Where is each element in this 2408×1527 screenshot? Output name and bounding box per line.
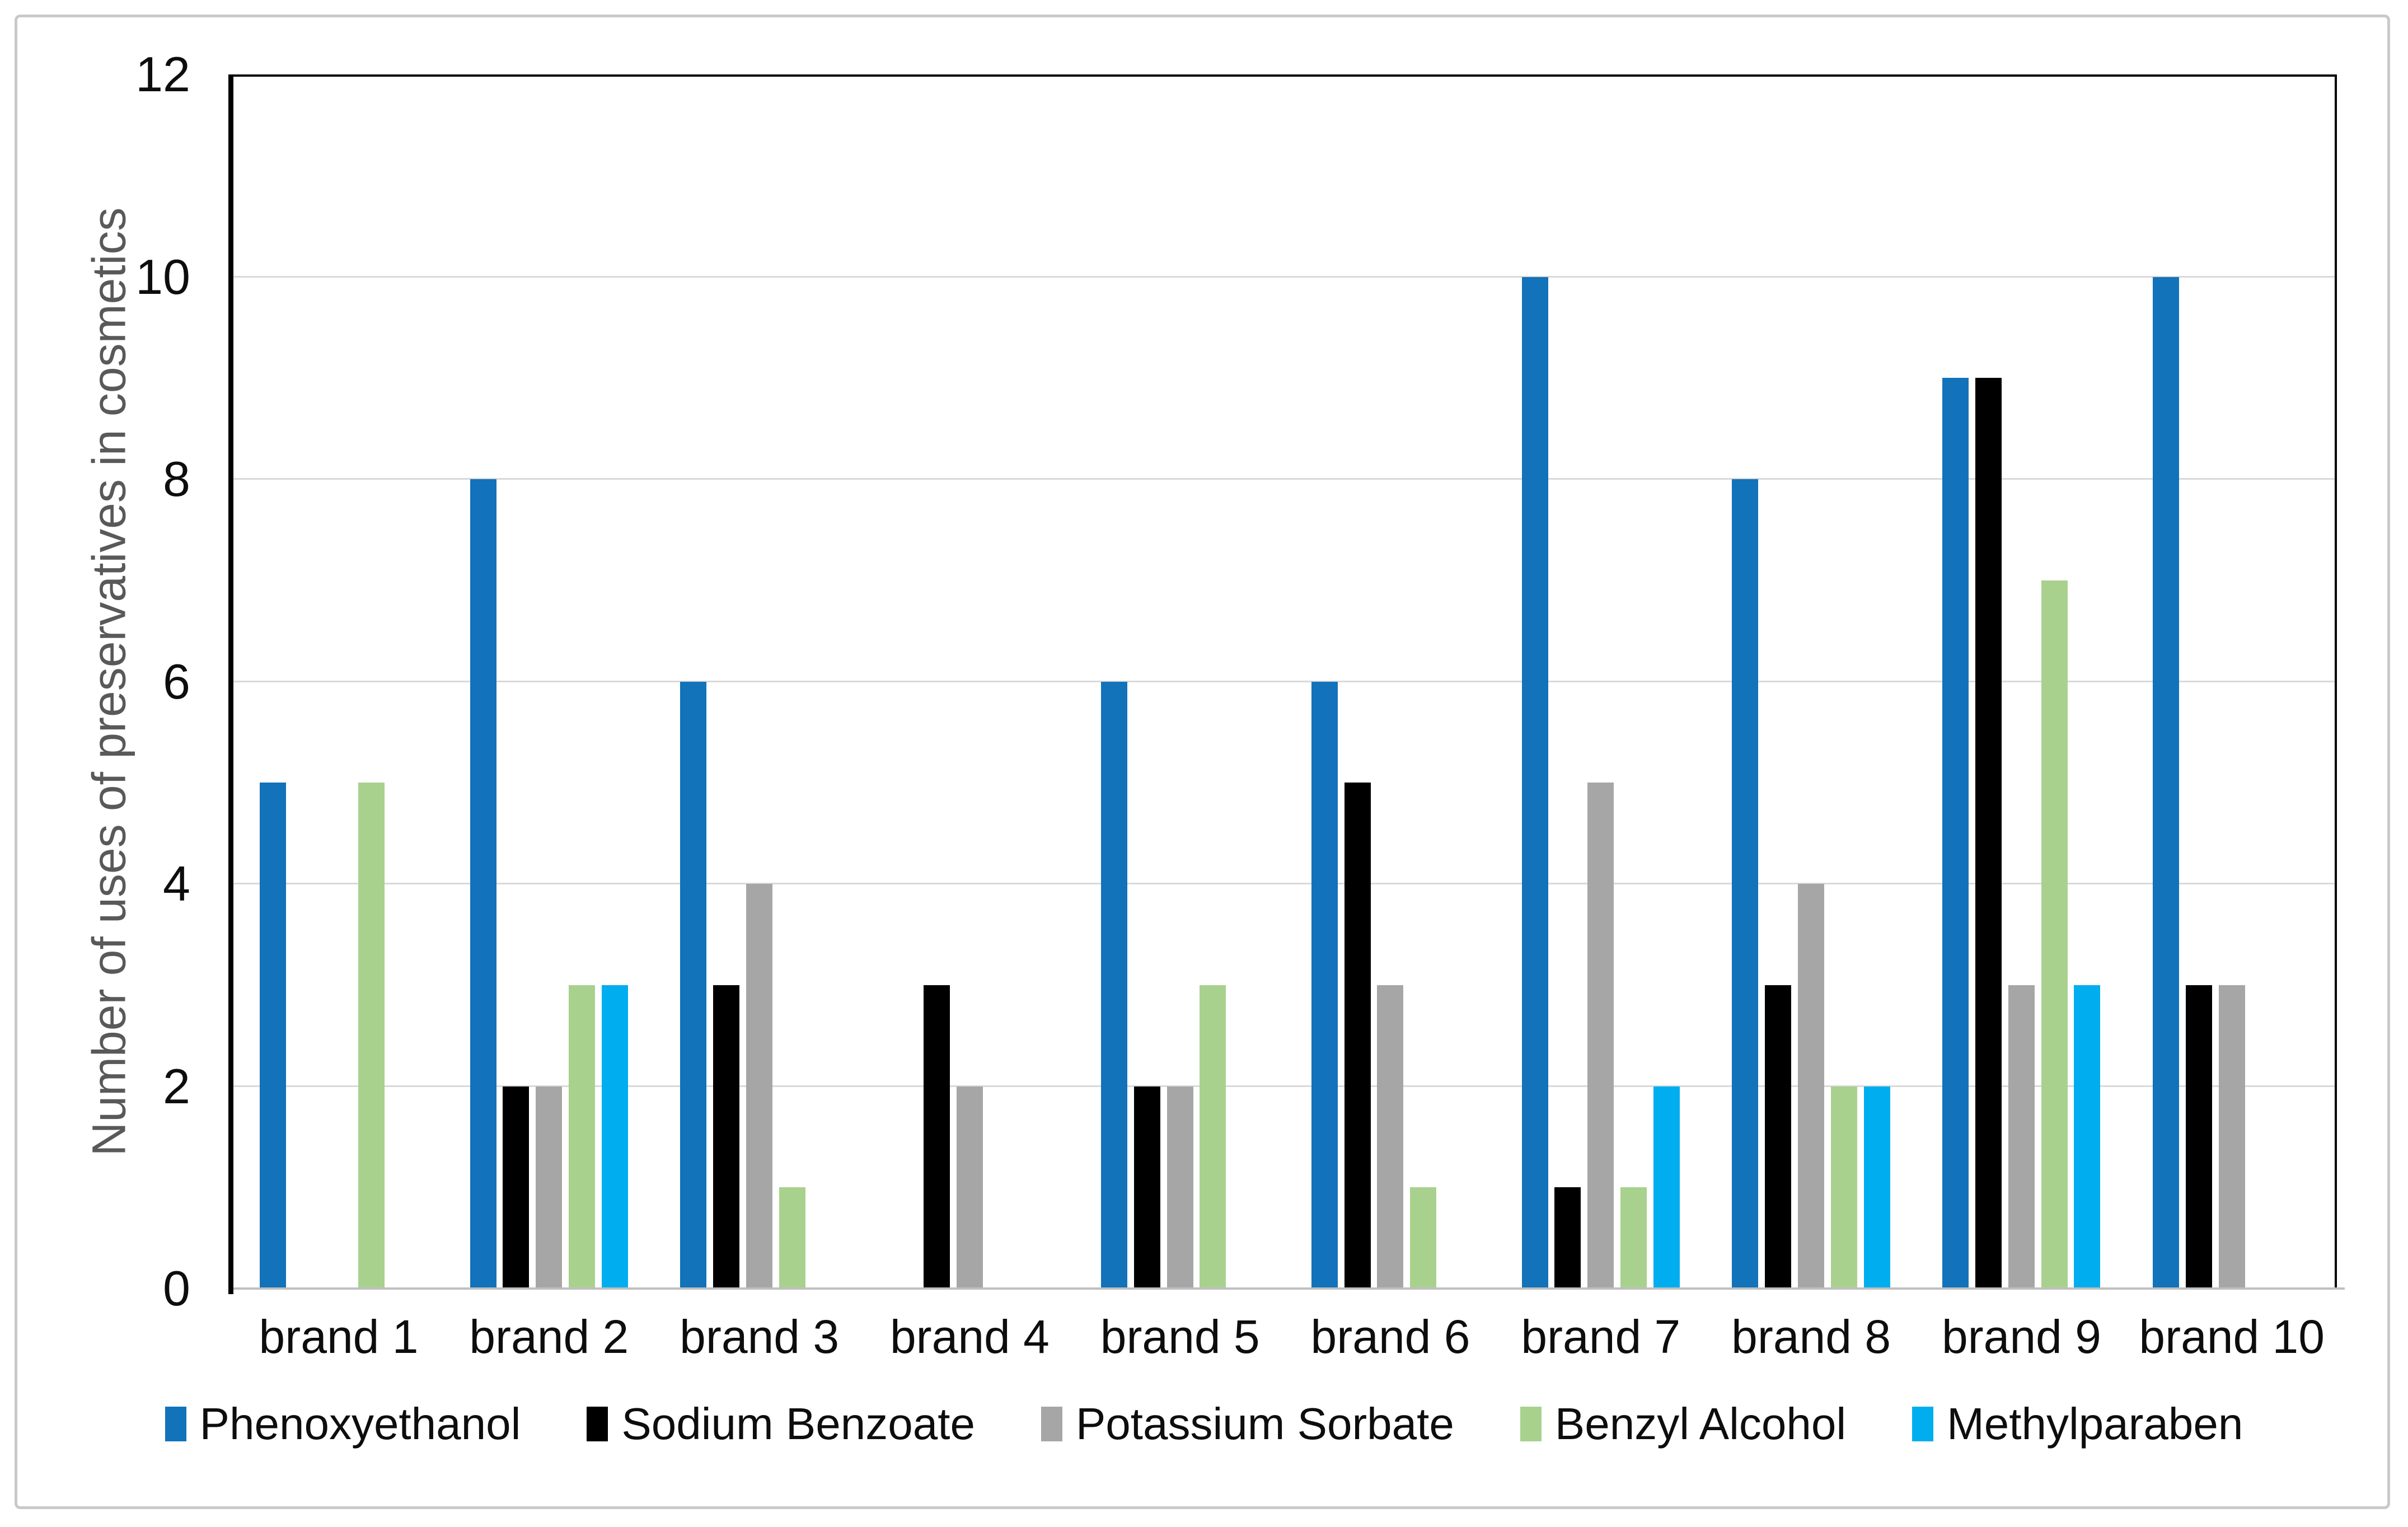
bar <box>259 783 286 1287</box>
plot-border-top <box>233 74 2337 77</box>
y-tick-label: 0 <box>163 1261 190 1316</box>
bar <box>1377 985 1404 1287</box>
bar <box>1653 1086 1680 1287</box>
bar <box>1101 681 1127 1287</box>
bar <box>1200 985 1226 1287</box>
legend-item: Methylparaben <box>1912 1398 2243 1450</box>
legend-item: Benzyl Alcohol <box>1520 1398 1846 1450</box>
legend: Phenoxyethanol Sodium Benzoate Potassium S… <box>0 1398 2408 1450</box>
bar <box>1620 1187 1647 1287</box>
y-gridline <box>233 883 2337 884</box>
bar <box>470 479 496 1287</box>
x-tick-label: brand 2 <box>469 1310 629 1363</box>
bar <box>1732 479 1759 1287</box>
x-tick-label: brand 6 <box>1310 1310 1470 1363</box>
y-axis-line <box>228 74 233 1294</box>
plot-area <box>228 74 2345 1294</box>
x-tick-label: brand 4 <box>889 1310 1050 1363</box>
bar <box>503 1086 530 1287</box>
bar <box>1798 884 1824 1287</box>
plot-border-right <box>2335 74 2337 1289</box>
bar <box>1133 1086 1160 1287</box>
x-tick-label: brand 8 <box>1731 1310 1891 1363</box>
legend-item: Phenoxyethanol <box>165 1398 521 1450</box>
legend-label: Potassium Sorbate <box>1075 1399 1454 1449</box>
legend-item: Potassium Sorbate <box>1041 1398 1454 1450</box>
x-tick-label: brand 5 <box>1100 1310 1260 1363</box>
bar <box>2153 277 2179 1287</box>
y-gridline <box>233 478 2337 480</box>
bar <box>956 1086 983 1287</box>
x-tick-label: brand 3 <box>680 1310 840 1363</box>
x-tick-label: brand 9 <box>1941 1310 2101 1363</box>
y-gridline <box>233 680 2337 682</box>
bar <box>1830 1086 1857 1287</box>
bar <box>713 985 740 1287</box>
bar <box>924 985 950 1287</box>
bar <box>2041 580 2068 1287</box>
x-tick-label: brand 1 <box>259 1310 419 1363</box>
bar <box>2185 985 2212 1287</box>
bar <box>569 985 595 1287</box>
legend-label: Phenoxyethanol <box>199 1399 521 1449</box>
bar <box>1521 277 1548 1287</box>
bar <box>1166 1086 1193 1287</box>
legend-marker <box>587 1407 608 1441</box>
y-tick-label: 2 <box>163 1058 190 1114</box>
bar <box>680 681 707 1287</box>
bar <box>1410 1187 1437 1287</box>
legend-item: Sodium Benzoate <box>587 1398 975 1450</box>
legend-marker <box>165 1407 186 1441</box>
bar <box>601 985 628 1287</box>
y-tick-label: 6 <box>163 653 190 709</box>
bar <box>1863 1086 1890 1287</box>
legend-marker <box>1520 1407 1542 1441</box>
bar <box>2218 985 2245 1287</box>
bar <box>1311 681 1338 1287</box>
bar <box>1975 378 2002 1287</box>
y-gridline <box>233 1085 2337 1087</box>
bar <box>2008 985 2035 1287</box>
bar <box>779 1187 805 1287</box>
y-tick-label: 4 <box>163 856 190 911</box>
legend-marker <box>1912 1407 1934 1441</box>
x-axis-line <box>233 1287 2345 1290</box>
y-gridline <box>233 275 2337 278</box>
bar <box>1942 378 1969 1287</box>
bar <box>358 783 385 1287</box>
legend-marker <box>1041 1407 1062 1441</box>
bar <box>1765 985 1792 1287</box>
bar <box>2074 985 2101 1287</box>
legend-label: Benzyl Alcohol <box>1554 1399 1847 1449</box>
y-tick-label: 8 <box>163 451 190 507</box>
y-tick-label: 10 <box>135 249 190 305</box>
legend-label: Methylparaben <box>1947 1399 2243 1449</box>
bar <box>1587 783 1614 1287</box>
legend-label: Sodium Benzoate <box>621 1399 975 1449</box>
bar <box>1554 1187 1581 1287</box>
x-tick-label: brand 10 <box>2139 1310 2325 1363</box>
y-tick-label: 12 <box>135 46 190 102</box>
bar <box>746 884 772 1287</box>
bar <box>1344 783 1371 1287</box>
x-tick-label: brand 7 <box>1521 1310 1681 1363</box>
bar <box>536 1086 563 1287</box>
